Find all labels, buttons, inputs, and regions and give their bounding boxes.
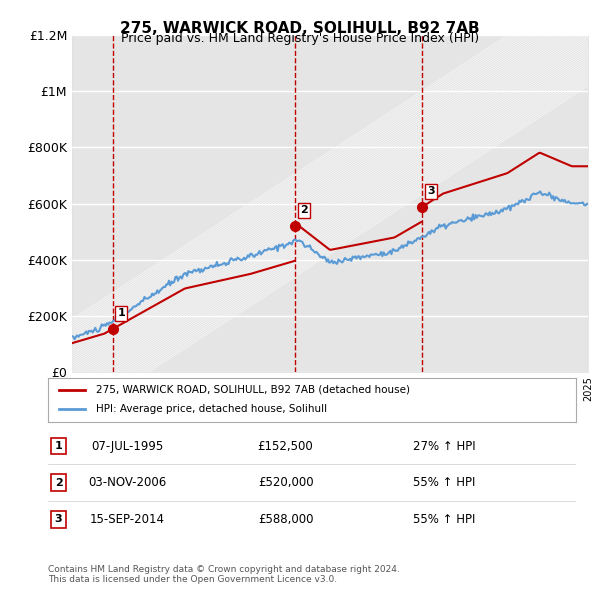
- Text: 03-NOV-2006: 03-NOV-2006: [88, 476, 166, 489]
- Text: 1: 1: [55, 441, 62, 451]
- Text: 27% ↑ HPI: 27% ↑ HPI: [413, 440, 475, 453]
- Text: £588,000: £588,000: [258, 513, 313, 526]
- Text: Price paid vs. HM Land Registry's House Price Index (HPI): Price paid vs. HM Land Registry's House …: [121, 32, 479, 45]
- Text: £152,500: £152,500: [258, 440, 313, 453]
- Text: 275, WARWICK ROAD, SOLIHULL, B92 7AB (detached house): 275, WARWICK ROAD, SOLIHULL, B92 7AB (de…: [95, 385, 410, 395]
- Text: 2: 2: [300, 205, 308, 215]
- Text: 15-SEP-2014: 15-SEP-2014: [90, 513, 164, 526]
- Text: 07-JUL-1995: 07-JUL-1995: [91, 440, 163, 453]
- Text: 3: 3: [55, 514, 62, 524]
- Text: 55% ↑ HPI: 55% ↑ HPI: [413, 476, 475, 489]
- Text: 2: 2: [55, 478, 62, 487]
- Text: 275, WARWICK ROAD, SOLIHULL, B92 7AB: 275, WARWICK ROAD, SOLIHULL, B92 7AB: [120, 21, 480, 35]
- Text: Contains HM Land Registry data © Crown copyright and database right 2024.
This d: Contains HM Land Registry data © Crown c…: [48, 565, 400, 584]
- Text: 1: 1: [118, 309, 125, 319]
- Text: £520,000: £520,000: [258, 476, 313, 489]
- Text: HPI: Average price, detached house, Solihull: HPI: Average price, detached house, Soli…: [95, 405, 326, 414]
- Text: 3: 3: [427, 186, 434, 196]
- Text: 55% ↑ HPI: 55% ↑ HPI: [413, 513, 475, 526]
